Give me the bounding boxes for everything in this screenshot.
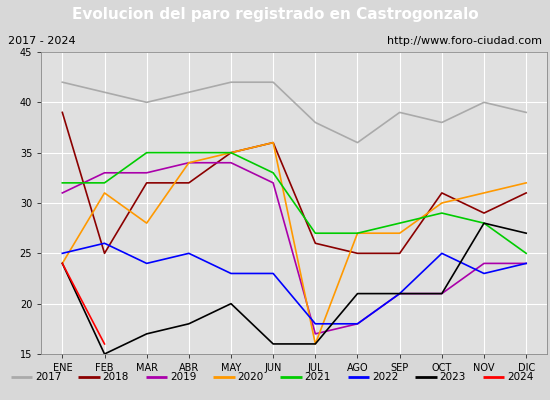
Text: 2023: 2023 — [439, 372, 466, 382]
Text: 2017: 2017 — [35, 372, 62, 382]
Text: 2017 - 2024: 2017 - 2024 — [8, 36, 76, 46]
Text: http://www.foro-ciudad.com: http://www.foro-ciudad.com — [387, 36, 542, 46]
Text: 2021: 2021 — [305, 372, 331, 382]
Text: Evolucion del paro registrado en Castrogonzalo: Evolucion del paro registrado en Castrog… — [72, 8, 478, 22]
Text: 2024: 2024 — [507, 372, 533, 382]
Text: 2019: 2019 — [170, 372, 196, 382]
Text: 2020: 2020 — [237, 372, 263, 382]
Text: 2022: 2022 — [372, 372, 398, 382]
Text: 2018: 2018 — [102, 372, 129, 382]
